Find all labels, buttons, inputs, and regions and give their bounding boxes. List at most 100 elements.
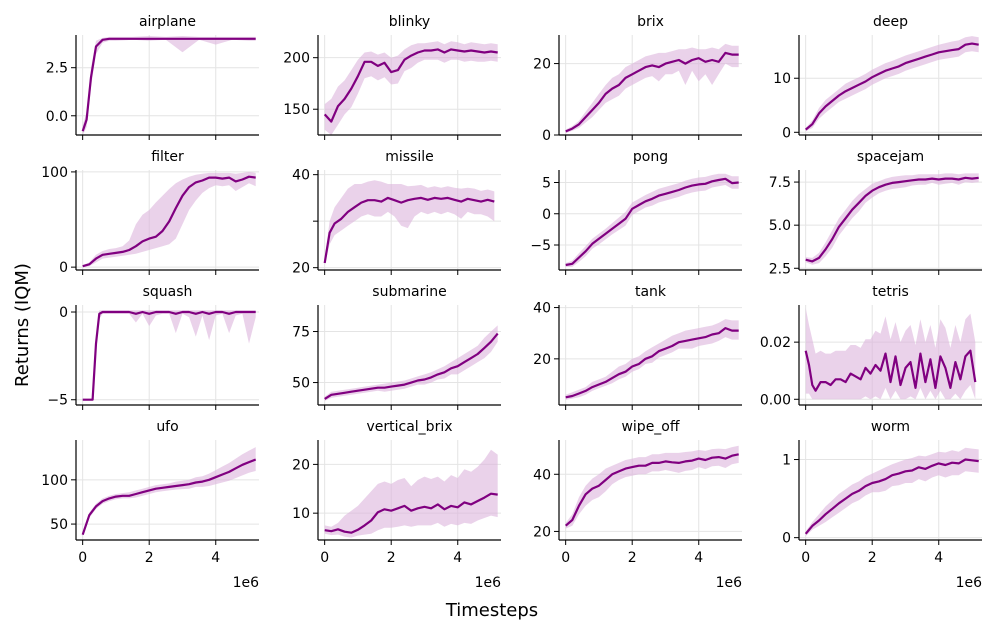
y-tick-label: 150	[283, 102, 310, 118]
series-line	[82, 175, 256, 268]
x-tick-label: 2	[145, 550, 154, 566]
panel-title: vertical_brix	[366, 419, 452, 435]
panel-deep: 0 10 deep	[773, 14, 982, 141]
confidence-band	[805, 447, 979, 537]
y-tick-label: −5	[47, 393, 68, 409]
confidence-band	[565, 173, 739, 267]
panel-title: wipe_off	[621, 419, 679, 435]
y-tick-label: 1	[782, 453, 791, 469]
series-line	[565, 327, 739, 399]
y-tick-label: 5	[542, 176, 551, 192]
series-line	[805, 42, 979, 131]
panel-missile: 20 40 missile	[292, 149, 501, 277]
y-tick-label: 0	[782, 531, 791, 547]
x-axis-title: Timesteps	[445, 600, 538, 621]
y-tick-label: 20	[292, 261, 310, 277]
series-line	[565, 177, 739, 267]
panel-filter: 0 100 filter	[41, 149, 259, 276]
y-tick-label: 200	[283, 51, 310, 67]
x-tick-label: 2	[628, 550, 637, 566]
panel-worm: 0 1 0 2 4 1e6 worm	[782, 419, 982, 591]
confidence-band	[82, 36, 256, 135]
panel-title: worm	[871, 419, 910, 435]
series-line	[324, 492, 498, 534]
panel-title: submarine	[372, 284, 446, 300]
panel-pong: −5 0 5 pong	[530, 149, 742, 275]
series-line	[323, 48, 498, 123]
y-tick-label: 40	[292, 168, 310, 184]
y-tick-label: 0	[782, 125, 791, 141]
series-line	[805, 176, 979, 263]
panel-title: tetris	[872, 284, 909, 300]
y-tick-label: 100	[41, 165, 68, 181]
series-line	[81, 37, 256, 132]
series-line	[565, 51, 739, 133]
y-tick-label: 100	[41, 473, 68, 489]
series-line	[81, 458, 257, 536]
x-scale-label: 1e6	[233, 575, 260, 591]
x-scale-label: 1e6	[475, 575, 502, 591]
panel-title: ufo	[156, 419, 178, 435]
panel-ufo: 50 100 0 2 4 1e6 ufo	[41, 419, 259, 591]
y-tick-label: 20	[533, 524, 551, 540]
series-line	[804, 349, 977, 392]
panel-title: airplane	[139, 14, 196, 30]
panel-title: missile	[385, 149, 434, 165]
confidence-band	[805, 36, 979, 132]
panel-title: pong	[633, 149, 668, 165]
panel-blinky: 150 200 blinky	[283, 14, 501, 140]
series-line	[324, 332, 499, 400]
y-tick-label: 0	[59, 305, 68, 321]
y-tick-label: 0.02	[760, 335, 791, 351]
x-tick-label: 4	[934, 550, 943, 566]
series-line	[804, 458, 979, 535]
y-tick-label: 0	[542, 207, 551, 223]
confidence-band	[324, 180, 495, 266]
y-tick-label: 2.5	[769, 261, 791, 277]
x-tick-label: 2	[387, 550, 396, 566]
y-axis-title: Returns (IQM)	[12, 263, 33, 387]
x-tick-label: 0	[561, 550, 570, 566]
x-tick-label: 4	[453, 550, 462, 566]
x-scale-label: 1e6	[716, 575, 743, 591]
x-tick-label: 0	[801, 550, 810, 566]
y-tick-label: 50	[50, 517, 68, 533]
y-tick-label: −5	[530, 238, 551, 254]
confidence-band	[565, 43, 739, 134]
y-tick-label: 0.00	[760, 392, 791, 408]
x-tick-label: 0	[78, 550, 87, 566]
series-line	[323, 196, 495, 264]
panel-vertical-brix: 10 20 0 2 4 1e6 vertical_brix	[292, 419, 501, 591]
panel-title: deep	[873, 14, 908, 30]
x-tick-label: 4	[211, 550, 220, 566]
y-tick-label: 7.5	[769, 175, 791, 191]
panel-title: squash	[143, 284, 193, 300]
y-tick-label: 5.0	[769, 218, 791, 234]
panel-submarine: 50 75 submarine	[292, 284, 501, 410]
y-tick-label: 40	[533, 301, 551, 317]
confidence-band	[82, 310, 256, 400]
x-tick-label: 4	[694, 550, 703, 566]
panel-brix: 0 20 brix	[533, 14, 742, 144]
confidence-band	[805, 173, 979, 265]
y-tick-label: 75	[292, 325, 310, 341]
panel-squash: −5 0 squash	[47, 284, 259, 410]
panel-spacejam: 2.5 5.0 7.5 spacejam	[769, 149, 982, 277]
series-line	[82, 310, 256, 401]
y-tick-label: 0.0	[46, 109, 68, 125]
y-tick-label: 0	[542, 128, 551, 144]
panel-tank: 20 40 tank	[533, 284, 742, 410]
confidence-band	[324, 41, 498, 136]
y-tick-label: 10	[773, 71, 791, 87]
panel-airplane: 0.0 2.5 airplane	[46, 14, 259, 140]
series-line	[564, 453, 739, 527]
panel-title: blinky	[389, 14, 430, 30]
confidence-band	[324, 449, 498, 538]
y-tick-label: 2.5	[46, 61, 68, 77]
panel-tetris: 0.00 0.02 tetris	[760, 284, 982, 410]
confidence-band	[565, 445, 739, 529]
confidence-band	[324, 325, 498, 401]
y-tick-label: 20	[292, 457, 310, 473]
